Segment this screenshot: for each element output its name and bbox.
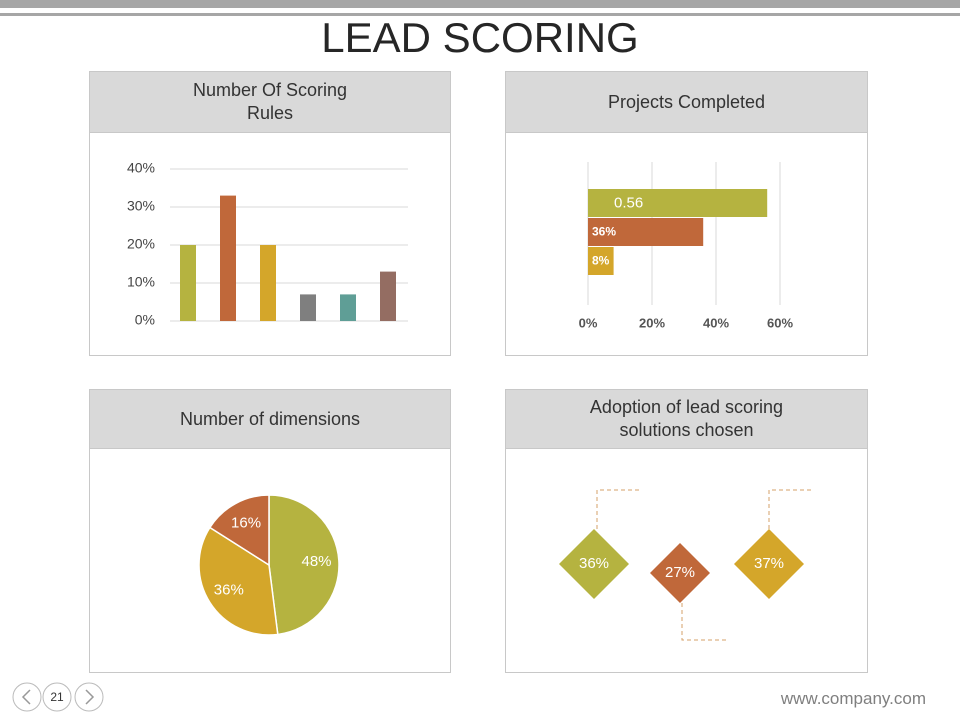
page-number: 21 bbox=[50, 690, 64, 704]
value-label: 36% bbox=[214, 581, 244, 598]
x-tick-label: 40% bbox=[703, 315, 729, 330]
top-bar bbox=[0, 0, 960, 8]
panel-header: Number of dimensions bbox=[90, 390, 450, 449]
y-tick-label: 10% bbox=[127, 274, 155, 290]
connectors bbox=[596, 489, 814, 641]
prev-button[interactable] bbox=[12, 682, 42, 712]
bar bbox=[588, 218, 704, 246]
value-label: 16% bbox=[231, 514, 261, 531]
value-label: 36% bbox=[592, 225, 616, 239]
bar bbox=[380, 271, 396, 321]
page-number-circle bbox=[42, 682, 72, 712]
bar bbox=[260, 245, 276, 321]
panel: Number of dimensions bbox=[89, 389, 451, 673]
x-tick-label: 20% bbox=[639, 315, 665, 330]
slide-title: LEAD SCORING bbox=[321, 14, 639, 61]
prev-icon bbox=[21, 689, 31, 705]
value-label: 37% bbox=[754, 555, 784, 572]
bar bbox=[588, 247, 614, 275]
bar bbox=[300, 294, 316, 321]
value-label: 0.56 bbox=[614, 194, 643, 211]
connector bbox=[681, 603, 727, 641]
pie-slice bbox=[268, 494, 340, 636]
diamond bbox=[559, 529, 629, 599]
top-line bbox=[0, 13, 960, 16]
value-label: 48% bbox=[301, 553, 331, 570]
connector bbox=[596, 489, 640, 529]
bar bbox=[220, 195, 236, 321]
panel-title: Adoption of lead scoring solutions chose… bbox=[589, 397, 784, 440]
diamond bbox=[650, 543, 710, 603]
panel-header: Adoption of lead scoring solutions chose… bbox=[506, 390, 867, 449]
connector bbox=[768, 489, 814, 529]
footer: www.company.com bbox=[780, 689, 926, 708]
y-tick-label: 20% bbox=[127, 236, 155, 252]
y-tick-label: 40% bbox=[127, 160, 155, 176]
panel-header: Projects Completed bbox=[506, 72, 867, 133]
panel-title: Projects Completed bbox=[607, 91, 766, 112]
bar bbox=[180, 245, 196, 321]
panel-header: Number Of Scoring Rules bbox=[90, 72, 450, 133]
value-label: 36% bbox=[579, 555, 609, 572]
diamond bbox=[734, 529, 804, 599]
panel-title: Number of dimensions bbox=[179, 408, 361, 429]
next-button[interactable] bbox=[74, 682, 104, 712]
panel: Adoption of lead scoring solutions chose… bbox=[505, 389, 868, 673]
pie-slice bbox=[208, 494, 270, 567]
x-tick-label: 60% bbox=[767, 315, 793, 330]
value-label: 27% bbox=[665, 564, 695, 581]
next-icon bbox=[85, 689, 95, 705]
bar bbox=[588, 189, 768, 217]
panel-title: Number Of Scoring Rules bbox=[192, 80, 348, 123]
x-tick-label: 0% bbox=[579, 315, 598, 330]
bar bbox=[340, 294, 356, 321]
value-label: 8% bbox=[592, 254, 610, 268]
y-tick-label: 30% bbox=[127, 198, 155, 214]
y-tick-label: 0% bbox=[135, 312, 155, 328]
pie-slice bbox=[198, 526, 279, 636]
